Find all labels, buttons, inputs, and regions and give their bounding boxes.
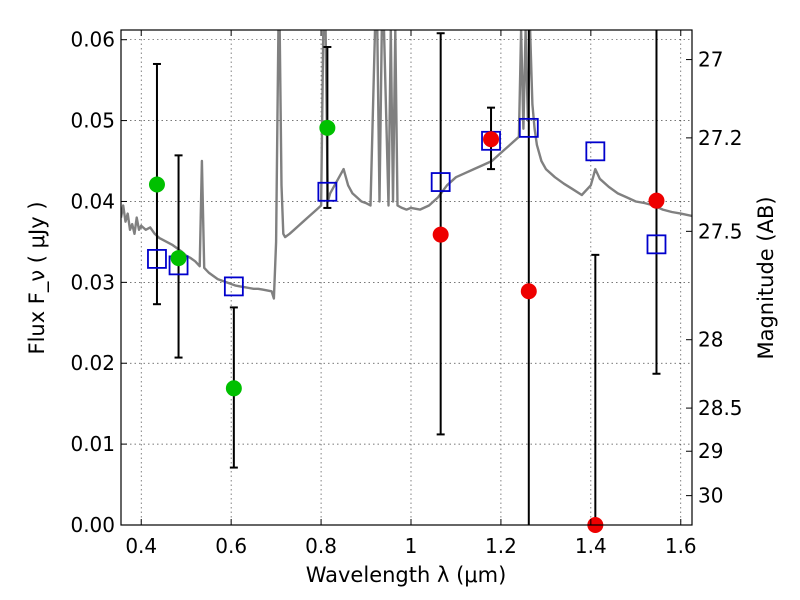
data-point (319, 119, 336, 136)
data-point (483, 131, 500, 148)
data-point (148, 176, 165, 193)
y2-axis-label: Magnitude (AB) (754, 196, 778, 359)
x-tick-label: 1.6 (665, 534, 697, 558)
y-tick-label: 0.01 (70, 432, 115, 456)
model-square (518, 117, 539, 138)
y2-tick-label: 28.5 (698, 396, 743, 420)
model-square (646, 234, 667, 255)
y-tick-label: 0.03 (70, 270, 115, 294)
y2-tick-label: 29 (698, 439, 723, 463)
grid-lines (121, 30, 692, 526)
x-tick-label: 1.4 (575, 534, 607, 558)
observed-points (148, 119, 665, 533)
x-tick-label: 1.2 (485, 534, 517, 558)
spectrum-line (121, 30, 692, 300)
data-point (432, 226, 449, 243)
axis-ticks: 0.4 0.6 0.8 1 1.2 1.4 1.6 0.00 0.01 0.02 0.03 0.04 0… (70, 28, 742, 558)
model-square (147, 248, 167, 269)
y-tick-label: 0.00 (70, 513, 115, 537)
x-tick-label: 0.4 (125, 534, 157, 558)
data-point (170, 250, 187, 267)
y2-tick-label: 27.5 (698, 219, 743, 243)
y-tick-label: 0.05 (70, 109, 115, 133)
x-axis-label: Wavelength λ (μm) (306, 563, 507, 587)
x-tick-label: 0.6 (215, 534, 247, 558)
y2-tick-label: 28 (698, 328, 723, 352)
y-tick-label: 0.04 (70, 189, 115, 213)
y2-tick-label: 27.2 (698, 126, 743, 150)
y2-tick-label: 27 (698, 48, 723, 72)
model-square (585, 141, 606, 162)
model-spectrum (121, 30, 692, 300)
x-tick-label: 1 (405, 534, 418, 558)
model-photometry-squares (147, 117, 667, 297)
data-point (648, 192, 665, 209)
y-tick-label: 0.02 (70, 351, 115, 375)
x-tick-label: 0.8 (305, 534, 337, 558)
y-tick-label: 0.06 (70, 28, 115, 52)
data-point (520, 283, 537, 300)
model-square (430, 172, 451, 192)
data-point (225, 380, 242, 397)
model-square (317, 181, 338, 202)
y2-tick-label: 30 (698, 484, 723, 508)
model-square (223, 276, 244, 297)
plot-frame (120, 29, 693, 526)
y-axis-label: Flux F_ν ( μJy ) (25, 201, 50, 354)
